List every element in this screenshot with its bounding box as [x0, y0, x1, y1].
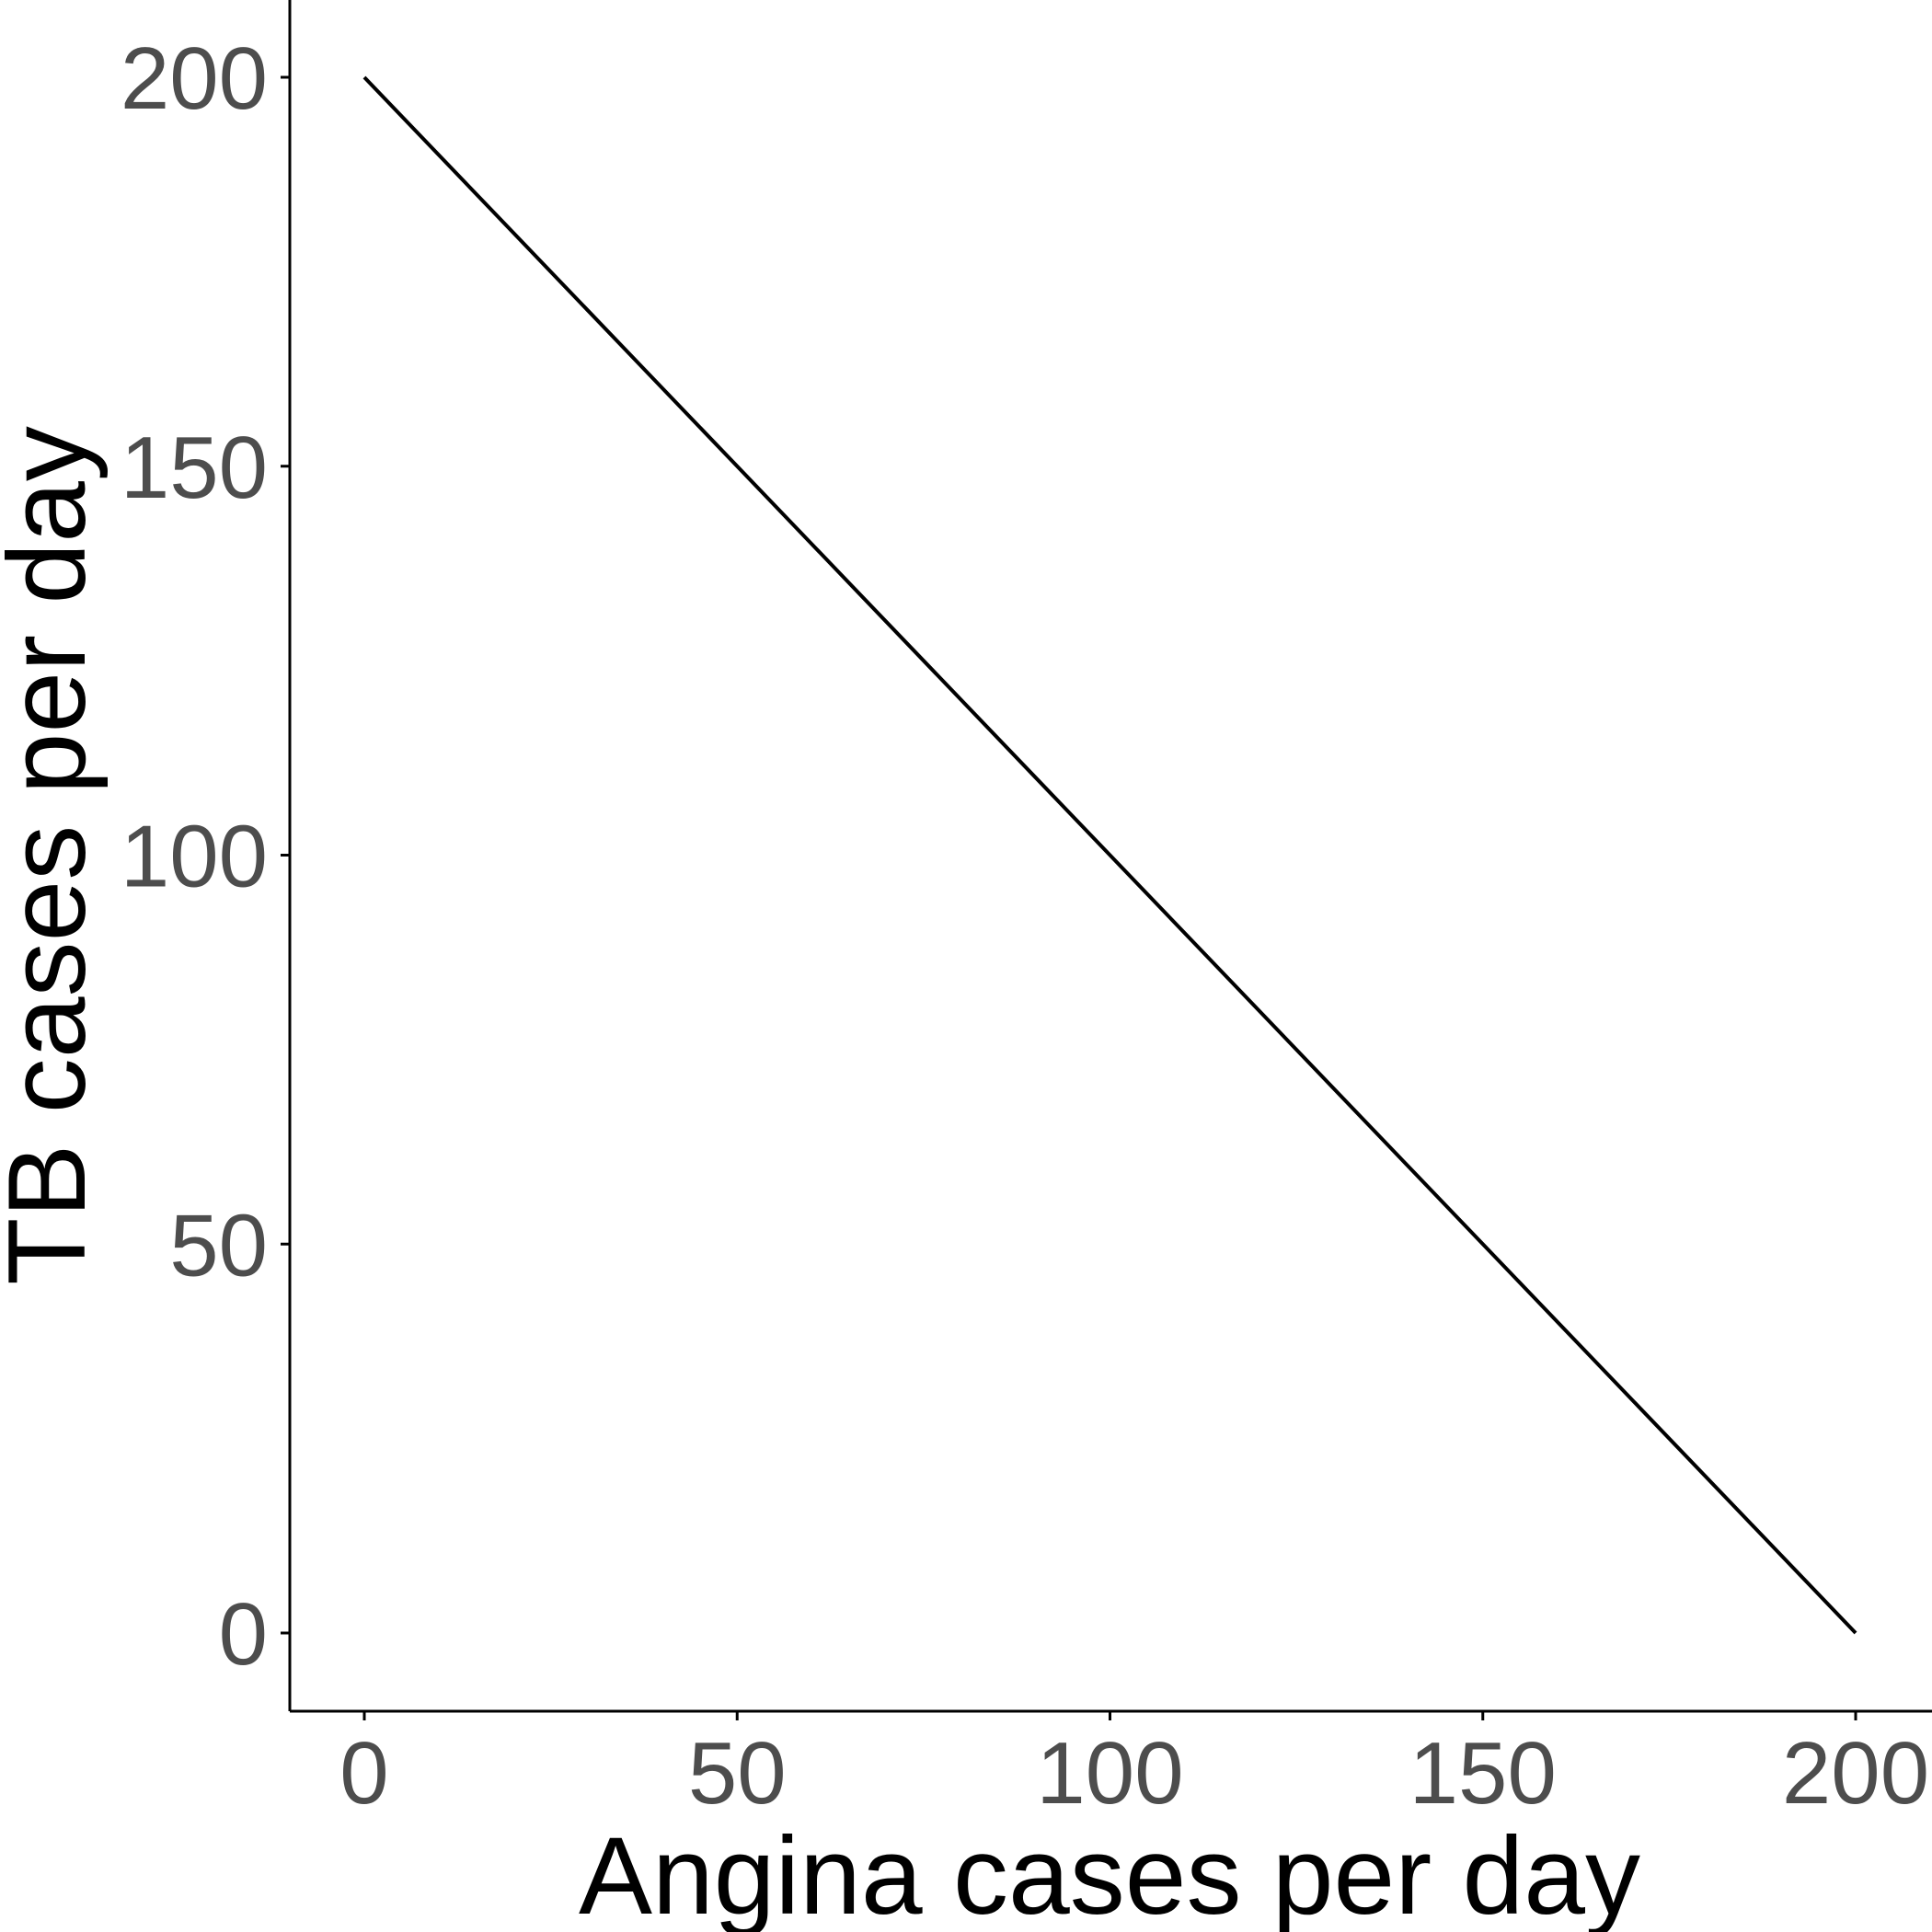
y-axis-ticks: 0 50 100 150 200 — [121, 29, 290, 1684]
x-axis-ticks: 0 50 100 150 200 — [339, 1711, 1929, 1823]
y-tick-label: 150 — [121, 419, 268, 517]
x-tick-label: 200 — [1782, 1724, 1929, 1823]
x-tick-label: 0 — [339, 1724, 388, 1823]
x-tick-label: 50 — [688, 1724, 787, 1823]
y-tick-label: 0 — [219, 1585, 268, 1684]
y-tick-label: 100 — [121, 808, 268, 906]
y-tick-label: 200 — [121, 29, 268, 128]
x-axis-title: Angina cases per day — [579, 1814, 1640, 1932]
y-axis-title: TB cases per day — [0, 426, 109, 1285]
plot-area — [362, 75, 1857, 1635]
x-tick-label: 150 — [1409, 1724, 1557, 1823]
y-tick-label: 50 — [169, 1196, 268, 1294]
series-line — [362, 75, 1857, 1635]
x-tick-label: 100 — [1036, 1724, 1183, 1823]
